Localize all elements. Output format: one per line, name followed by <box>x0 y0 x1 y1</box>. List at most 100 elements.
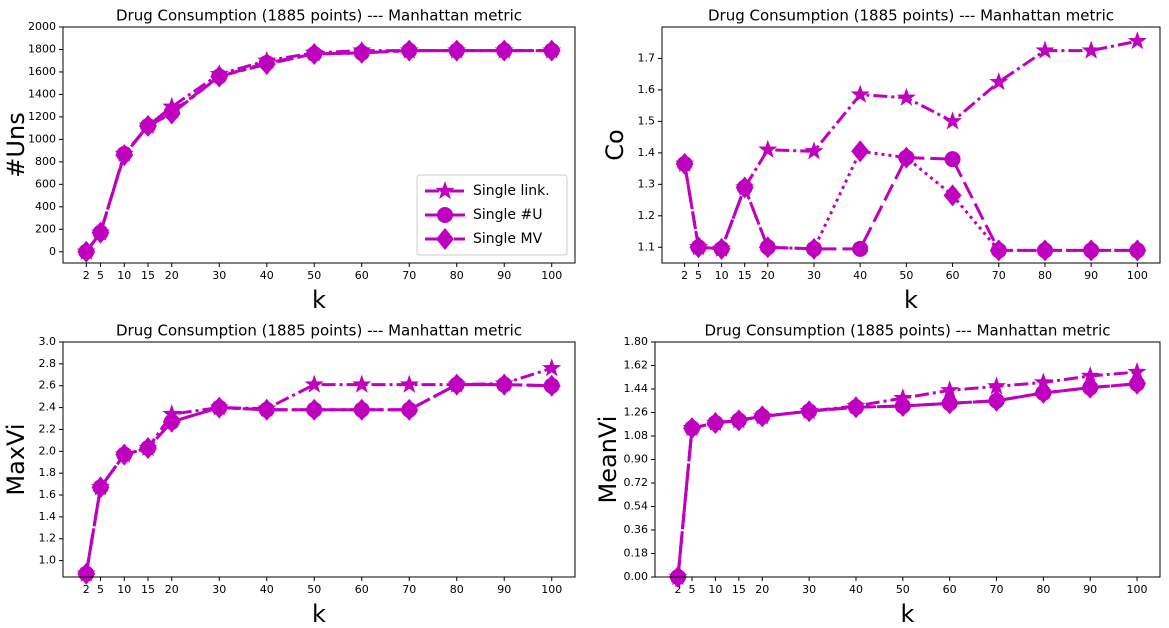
y-tick-label: 1800 <box>28 42 56 55</box>
marker <box>758 236 777 259</box>
x-tick-label: 30 <box>212 269 226 282</box>
marker <box>542 374 561 397</box>
marker <box>706 411 725 434</box>
legend-box <box>416 174 568 256</box>
y-tick-label: 2.2 <box>39 422 57 435</box>
series-line <box>683 149 1138 252</box>
marker <box>447 373 466 396</box>
y-tick-label: 2.8 <box>39 357 57 370</box>
marker <box>989 72 1009 91</box>
y-tick-label: 1.8 <box>39 466 57 479</box>
marker <box>91 221 110 244</box>
marker <box>162 102 181 125</box>
marker <box>1127 31 1147 50</box>
marker <box>305 398 324 421</box>
marker <box>852 240 869 257</box>
marker <box>897 146 916 169</box>
marker <box>91 476 110 499</box>
x-axis-label: k <box>904 286 918 314</box>
y-tick-label: 0.72 <box>624 476 649 489</box>
y-tick-label: 1.6 <box>638 83 656 96</box>
x-tick-label: 80 <box>1036 583 1050 596</box>
x-tick-label: 60 <box>943 583 957 596</box>
marker <box>1033 372 1053 391</box>
x-tick-label: 40 <box>260 269 274 282</box>
legend-label: Single link. <box>473 183 550 199</box>
x-tick-label: 30 <box>212 583 226 596</box>
plot-frame <box>62 26 576 264</box>
marker <box>846 396 865 419</box>
marker <box>735 176 754 199</box>
marker <box>689 236 708 259</box>
y-tick-label: 2000 <box>28 20 56 33</box>
series-line <box>676 382 1138 577</box>
y-tick-label: 200 <box>35 222 56 235</box>
y-tick-label: 0.54 <box>624 500 649 513</box>
marker <box>850 84 870 103</box>
x-tick-label: 30 <box>807 269 821 282</box>
x-tick-label: 2 <box>83 269 90 282</box>
y-tick-label: 0.36 <box>624 523 649 536</box>
y-axis-label: MeanVi <box>594 416 622 504</box>
marker <box>139 114 158 137</box>
x-tick-label: 2 <box>674 583 681 596</box>
x-tick-label: 80 <box>450 269 464 282</box>
y-tick-label: 0.00 <box>624 570 649 583</box>
chart-title: Drug Consumption (1885 points) --- Manha… <box>116 322 522 340</box>
marker <box>1128 372 1147 395</box>
x-tick-label: 80 <box>450 583 464 596</box>
marker <box>139 437 158 460</box>
marker <box>729 409 748 432</box>
x-tick-label: 40 <box>260 583 274 596</box>
y-tick-label: 2.0 <box>39 444 57 457</box>
marker <box>944 151 961 168</box>
x-tick-label: 90 <box>497 269 511 282</box>
legend-label: Single #U <box>473 207 542 223</box>
marker <box>800 400 819 423</box>
x-tick-label: 15 <box>141 269 155 282</box>
marker <box>162 410 181 433</box>
marker <box>1128 239 1147 262</box>
x-tick-label: 2 <box>83 583 90 596</box>
x-tick-label: 5 <box>97 269 104 282</box>
marker <box>940 380 960 399</box>
marker <box>987 389 1006 412</box>
y-tick-label: 800 <box>35 155 56 168</box>
y-tick-label: 1.1 <box>638 240 656 253</box>
plot-frame <box>654 341 1161 578</box>
y-tick-label: 1200 <box>28 110 56 123</box>
x-tick-label: 5 <box>695 269 702 282</box>
marker <box>896 87 916 106</box>
marker <box>1081 376 1100 399</box>
x-tick-label: 90 <box>1083 583 1097 596</box>
y-tick-label: 1.62 <box>624 359 649 372</box>
marker <box>943 111 963 130</box>
y-tick-label: 2.4 <box>39 401 57 414</box>
x-tick-label: 15 <box>738 269 752 282</box>
x-tick-label: 70 <box>402 583 416 596</box>
y-tick-label: 0.18 <box>624 547 649 560</box>
marker <box>400 39 419 62</box>
y-tick-label: 600 <box>35 177 56 190</box>
x-tick-label: 60 <box>355 269 369 282</box>
x-tick-label: 40 <box>853 269 867 282</box>
y-tick-label: 1.2 <box>638 209 656 222</box>
marker <box>437 207 453 223</box>
legend: Single link. Single #U Single MV <box>416 174 568 256</box>
y-tick-label: 1.4 <box>638 146 656 159</box>
marker <box>304 374 324 393</box>
marker <box>542 358 562 377</box>
y-tick-label: 1.08 <box>624 429 649 442</box>
y-tick-label: 1.4 <box>39 510 57 523</box>
marker <box>115 443 134 466</box>
marker <box>804 237 823 260</box>
legend-label: Single MV <box>473 231 543 247</box>
marker <box>1034 381 1053 404</box>
x-tick-label: 90 <box>497 583 511 596</box>
x-tick-label: 100 <box>1127 269 1148 282</box>
y-tick-label: 1.3 <box>638 177 656 190</box>
x-tick-label: 40 <box>849 583 863 596</box>
y-axis-label: #Uns <box>2 112 30 177</box>
x-tick-label: 50 <box>307 583 321 596</box>
